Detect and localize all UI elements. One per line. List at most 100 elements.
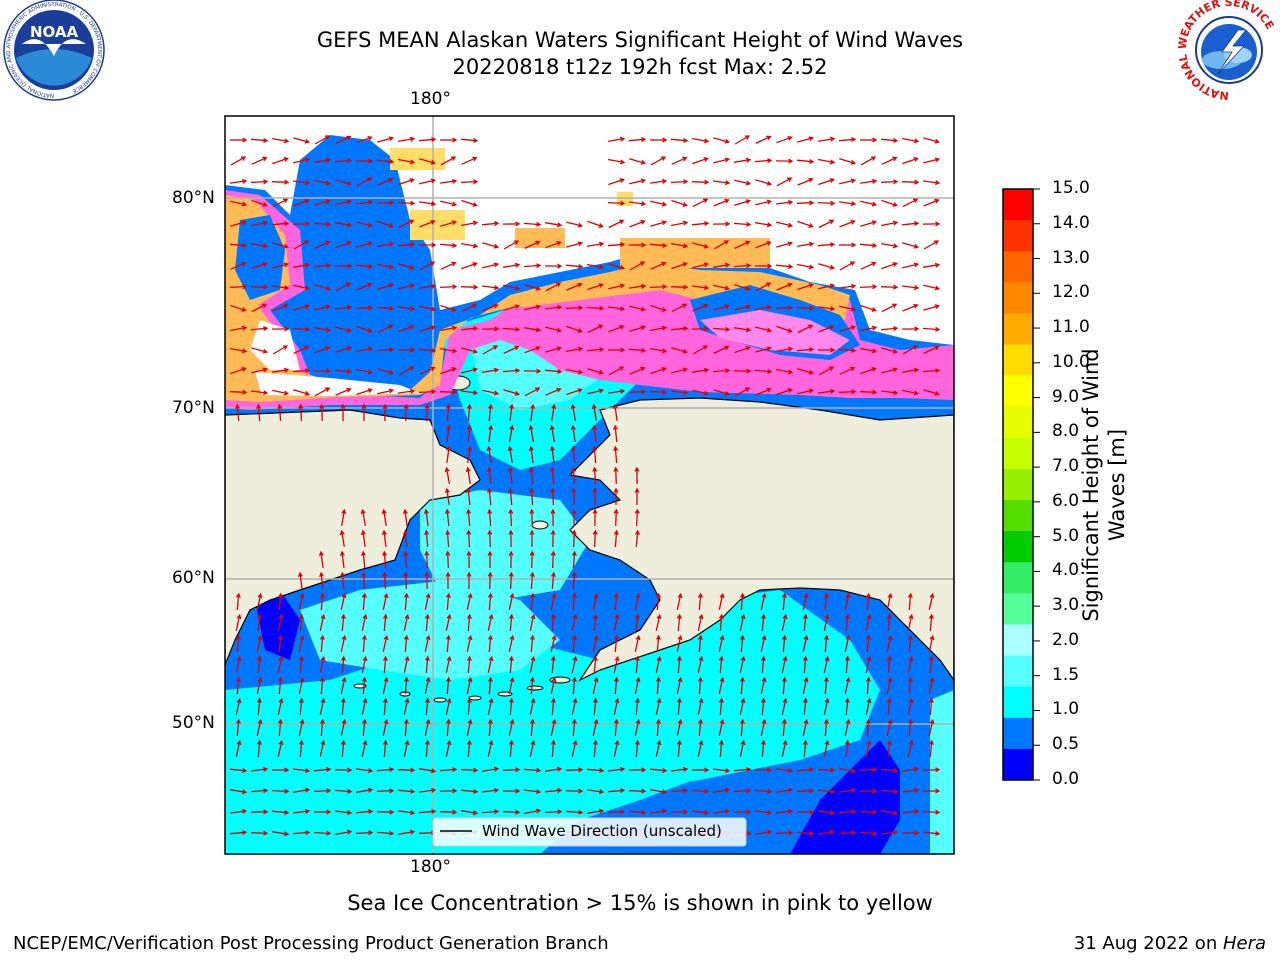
wave-arrow: [754, 159, 772, 163]
wave-arrow: [733, 159, 751, 163]
wave-arrow: [298, 678, 304, 694]
colorbar-band: [1003, 624, 1033, 657]
wave-arrow: [650, 156, 666, 166]
wave-arrow-head: [298, 739, 304, 745]
wave-arrow: [530, 572, 534, 590]
wave-arrow: [839, 285, 855, 289]
wave-arrow: [754, 222, 772, 226]
wave-arrow: [544, 810, 562, 814]
wave-arrow: [755, 136, 771, 144]
colorbar-band: [1003, 251, 1033, 283]
wave-arrow: [340, 594, 346, 610]
wave-arrow-head: [424, 550, 430, 556]
wave-arrow-head: [724, 285, 731, 291]
wave-arrow-head: [320, 739, 326, 746]
wave-arrow: [356, 221, 372, 227]
wave-arrow: [461, 347, 477, 353]
wave-arrow-head: [850, 787, 857, 793]
wave-arrow: [355, 831, 373, 835]
wave-arrow-head: [347, 158, 353, 164]
wave-arrow-head: [550, 739, 556, 745]
wave-arrow-head: [912, 345, 919, 350]
wave-arrow-head: [740, 739, 746, 746]
wave-arrow-head: [808, 283, 814, 288]
wave-arrow: [398, 325, 414, 333]
wave-arrow-head: [829, 159, 836, 165]
wave-arrow: [655, 657, 661, 673]
wave-arrow-head: [719, 592, 725, 599]
wave-arrow-head: [305, 326, 311, 332]
wave-arrow-head: [389, 830, 395, 836]
wave-arrow-head: [367, 282, 373, 288]
wave-arrow-head: [872, 809, 878, 815]
wave-arrow: [796, 202, 814, 204]
wave-arrow: [488, 719, 492, 737]
wave-arrow: [565, 264, 583, 268]
colorbar-band: [1003, 468, 1033, 501]
wave-arrow: [719, 614, 723, 632]
wave-arrow: [776, 201, 792, 205]
wave-arrow-head: [851, 389, 857, 395]
wave-arrow-head: [340, 655, 346, 661]
wave-arrow: [670, 789, 688, 793]
wave-arrow-head: [823, 676, 829, 682]
wave-arrow: [608, 390, 624, 394]
wave-arrow-head: [241, 201, 248, 207]
wave-arrow-head: [451, 261, 457, 267]
wave-arrow-head: [488, 697, 494, 704]
wave-arrow-head: [530, 655, 536, 662]
wave-arrow: [649, 789, 667, 793]
wave-arrow-head: [656, 739, 662, 746]
wave-arrow: [671, 303, 687, 313]
wave-arrow: [922, 369, 940, 373]
wave-arrow-head: [445, 403, 451, 409]
wave-arrow: [880, 180, 898, 184]
wave-arrow-head: [368, 305, 374, 311]
wave-arrow: [550, 678, 556, 694]
wave-arrow-head: [934, 345, 940, 351]
wave-arrow-head: [745, 387, 751, 392]
wave-arrow-head: [388, 136, 395, 142]
wave-arrow: [781, 741, 787, 757]
wave-arrow-head: [550, 613, 556, 619]
wave-arrow-head: [635, 676, 641, 683]
wave-arrow: [860, 262, 876, 270]
wave-arrow: [761, 614, 765, 632]
wave-arrow: [529, 657, 535, 673]
wave-arrow-head: [676, 613, 682, 619]
wave-arrow-head: [493, 766, 500, 772]
wave-arrow-head: [677, 634, 683, 641]
wave-arrow: [256, 720, 262, 736]
wave-arrow-head: [661, 325, 668, 331]
wave-arrow: [629, 220, 645, 228]
wave-arrow: [797, 368, 813, 374]
wave-arrow: [356, 768, 372, 772]
wave-arrow-head: [488, 739, 494, 746]
wave-arrow-head: [388, 223, 394, 228]
wave-arrow: [797, 137, 813, 143]
wave-arrow-head: [578, 809, 584, 815]
wave-arrow-head: [593, 634, 599, 641]
wave-arrow: [424, 720, 430, 736]
wave-arrow-head: [619, 283, 626, 289]
wave-arrow-head: [662, 242, 668, 248]
wave-arrow-head: [263, 830, 269, 836]
wave-arrow-head: [536, 263, 542, 269]
wave-arrow: [292, 264, 310, 268]
wave-arrow-head: [914, 326, 920, 332]
wave-arrow: [572, 551, 576, 569]
wave-arrow-head: [278, 613, 284, 620]
wave-arrow: [866, 635, 870, 653]
wave-arrow: [419, 305, 435, 311]
colorbar-tick-label: 8.0: [1052, 421, 1080, 442]
wave-arrow-head: [887, 718, 893, 725]
wave-arrow-head: [487, 676, 493, 682]
wave-arrow: [775, 347, 793, 353]
wave-arrow: [398, 306, 414, 310]
wave-arrow-head: [445, 550, 451, 556]
wave-arrow-head: [360, 508, 366, 515]
wave-arrow-head: [262, 156, 268, 162]
wave-arrow: [251, 262, 267, 270]
wave-arrow: [340, 636, 346, 652]
wave-arrow: [817, 789, 835, 793]
